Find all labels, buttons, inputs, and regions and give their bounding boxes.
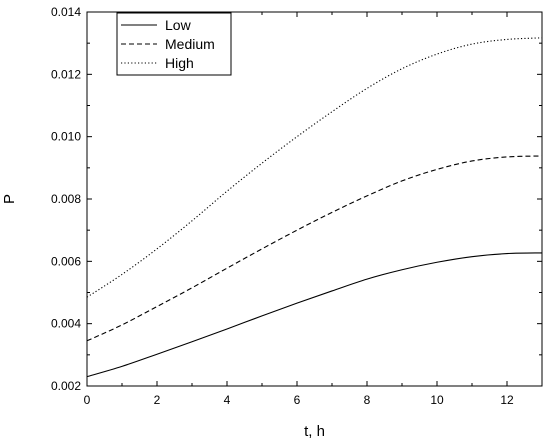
x-tick-label: 2 (154, 393, 161, 407)
series-line-low (86, 252, 543, 378)
y-tick-label: 0.002 (51, 379, 81, 393)
y-tick-label: 0.010 (51, 130, 81, 144)
legend-label-medium: Medium (165, 36, 215, 52)
x-tick-label: 6 (294, 393, 301, 407)
legend-box (116, 12, 232, 76)
legend-label-high: High (165, 55, 194, 71)
series-line-medium (86, 155, 543, 342)
x-tick-label: 0 (84, 393, 91, 407)
x-tick-label: 8 (364, 393, 371, 407)
axes: 0 2 4 6 8 10 12 0.002 0.004 0.006 0.008 0.010 0.012 0… (51, 5, 543, 407)
legend: Low Medium High (116, 12, 232, 76)
series-line-high (86, 37, 543, 298)
series-group (86, 37, 543, 378)
y-tick-label: 0.008 (51, 192, 81, 206)
x-tick-label: 12 (500, 393, 514, 407)
legend-label-low: Low (165, 17, 192, 33)
x-tick-label: 4 (224, 393, 231, 407)
y-tick-label: 0.006 (51, 254, 81, 268)
y-axis-label: P (1, 194, 18, 204)
y-tick-label: 0.012 (51, 67, 81, 81)
x-axis-label: t, h (304, 423, 325, 440)
y-tick-label: 0.004 (51, 317, 81, 331)
x-tick-label: 10 (430, 393, 444, 407)
y-tick-label: 0.014 (51, 5, 81, 19)
